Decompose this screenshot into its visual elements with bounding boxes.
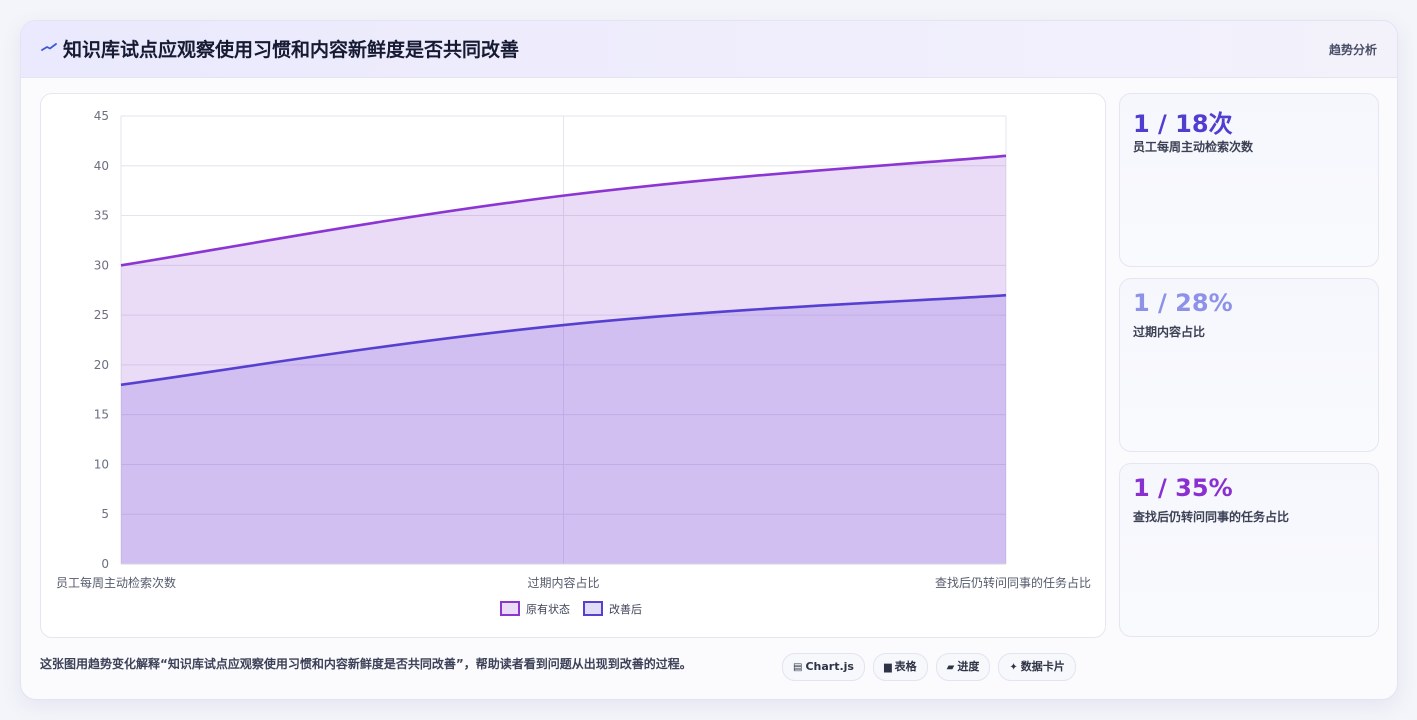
stat-card-stale-content: 1 / 28% 过期内容占比 — [1119, 278, 1379, 452]
y-tick-label: 20 — [94, 358, 109, 372]
trend-analysis-tag: 趋势分析 — [1328, 43, 1377, 57]
sparkle-icon: ✦ — [1009, 662, 1018, 673]
y-tick-label: 40 — [94, 159, 109, 173]
y-tick-label: 45 — [94, 109, 109, 123]
stat-value: 1 / 18次 — [1133, 110, 1233, 138]
series-area-1 — [121, 155, 1006, 565]
legend-swatch — [500, 601, 520, 616]
dashboard-card: 知识库试点应观察使用习惯和内容新鲜度是否共同改善 趋势分析 0 5 10 15 20 25… — [20, 20, 1398, 700]
chip-table[interactable]: ▆ 表格 — [872, 653, 928, 681]
legend-label: 原有状态 — [526, 602, 570, 616]
legend-swatch — [583, 601, 603, 616]
chip-label: 进度 — [957, 660, 980, 673]
area-chart: 0 5 10 15 20 25 30 35 40 45 员工每周主动检索次数 过期内容占比 查找后仍转问… — [56, 109, 1091, 616]
chip-data-card[interactable]: ✦ 数据卡片 — [998, 653, 1076, 681]
table-icon: ▆ — [883, 662, 892, 673]
chip-label: 表格 — [894, 660, 917, 673]
chip-label: 数据卡片 — [1020, 660, 1065, 673]
chip-progress[interactable]: ▰ 进度 — [935, 653, 991, 681]
series-area-2 — [121, 295, 1006, 564]
y-tick-label: 15 — [94, 408, 109, 422]
stat-label: 过期内容占比 — [1133, 325, 1206, 339]
y-tick-label: 25 — [94, 308, 109, 322]
stat-value: 1 / 28% — [1133, 289, 1233, 317]
chart-caption: 这张图用趋势变化解释“知识库试点应观察使用习惯和内容新鲜度是否共同改善”，帮助读… — [40, 657, 692, 671]
chip-chartjs[interactable]: ▤ Chart.js — [782, 653, 865, 681]
stat-label: 查找后仍转问同事的任务占比 — [1133, 510, 1290, 524]
series-line-2 — [120, 293, 1007, 387]
y-tick-label: 0 — [101, 557, 109, 571]
card-header: 知识库试点应观察使用习惯和内容新鲜度是否共同改善 趋势分析 — [21, 21, 1397, 78]
y-tick-label: 35 — [94, 209, 109, 223]
chip-label: Chart.js — [805, 660, 854, 673]
y-tick-label: 10 — [94, 457, 109, 471]
chart-panel: 0 5 10 15 20 25 30 35 40 45 员工每周主动检索次数 过期内容占比 查找后仍转问… — [40, 93, 1106, 638]
chart-icon: ▤ — [793, 662, 803, 673]
x-tick-label: 查找后仍转问同事的任务占比 — [935, 575, 1091, 590]
chip-group: ▤ Chart.js ▆ 表格 ▰ 进度 ✦ 数据卡片 — [782, 653, 1076, 681]
stat-value: 1 / 35% — [1133, 474, 1233, 502]
y-tick-label: 30 — [94, 258, 109, 272]
y-tick-label: 5 — [101, 507, 109, 521]
page-title: 知识库试点应观察使用习惯和内容新鲜度是否共同改善 — [63, 39, 520, 61]
stat-card-ask-colleague: 1 / 35% 查找后仍转问同事的任务占比 — [1119, 463, 1379, 637]
progress-icon: ▰ — [946, 662, 955, 673]
x-tick-label: 过期内容占比 — [527, 575, 599, 590]
stat-card-search-count: 1 / 18次 员工每周主动检索次数 — [1119, 93, 1379, 267]
x-tick-label: 员工每周主动检索次数 — [56, 575, 176, 590]
series-line-1 — [120, 154, 1007, 267]
legend-label: 改善后 — [609, 602, 642, 616]
trend-line-icon — [41, 43, 57, 51]
stat-label: 员工每周主动检索次数 — [1133, 140, 1254, 154]
